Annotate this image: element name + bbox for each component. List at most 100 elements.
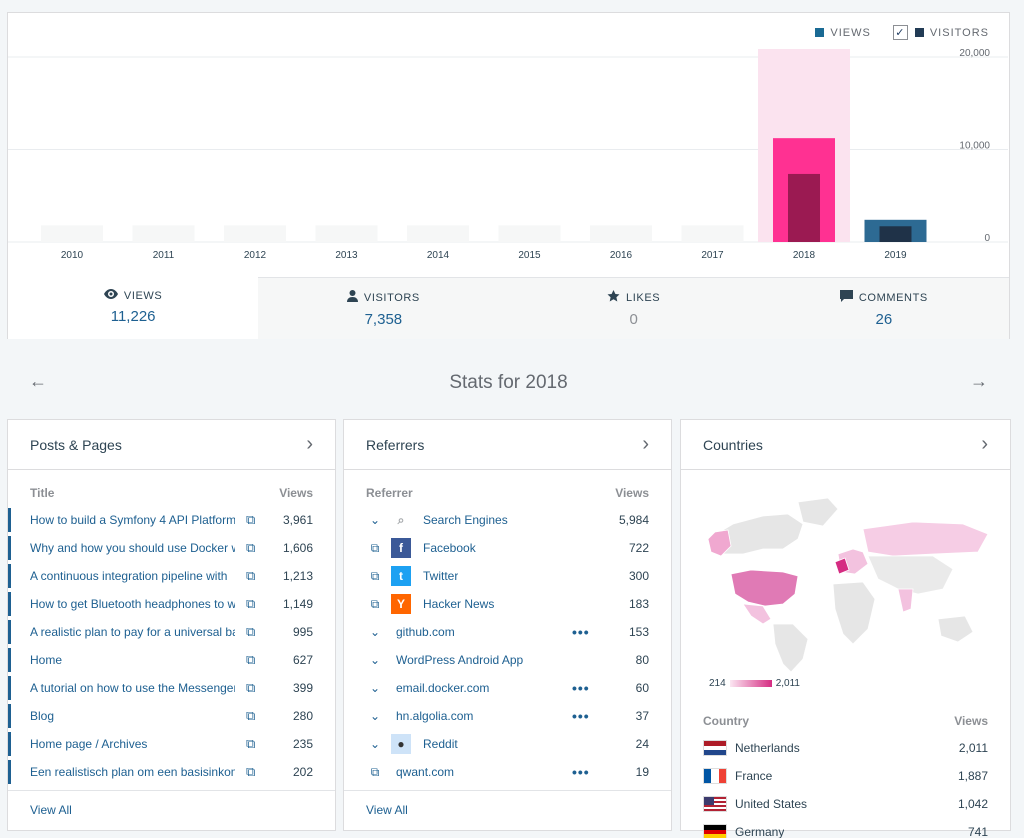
tab-likes[interactable]: LIKES 0 bbox=[508, 277, 759, 339]
post-title-link[interactable]: Blog bbox=[30, 709, 55, 723]
chevron-right-icon[interactable]: › bbox=[642, 433, 649, 455]
post-title-link[interactable]: A continuous integration pipeline with bbox=[30, 569, 228, 583]
table-row[interactable]: Home page / Archives ⧉ 235 bbox=[8, 730, 335, 758]
external-link-icon[interactable]: ⧉ bbox=[370, 568, 380, 583]
row-accent-bar bbox=[8, 676, 11, 700]
posts-pages-header[interactable]: Posts & Pages › bbox=[8, 420, 335, 470]
table-row[interactable]: ⧉ t Twitter 300 bbox=[344, 562, 671, 590]
tab-views[interactable]: VIEWS 11,226 bbox=[8, 277, 259, 339]
table-row[interactable]: A continuous integration pipeline with ⧉ 1… bbox=[8, 562, 335, 590]
countries-header[interactable]: Countries › bbox=[681, 420, 1010, 470]
table-row[interactable]: ⌄ hn.algolia.com ••• 37 bbox=[344, 702, 671, 730]
chevron-down-icon[interactable]: ⌄ bbox=[369, 625, 381, 639]
referrer-name[interactable]: email.docker.com bbox=[396, 681, 490, 695]
x-tick-label: 2018 bbox=[793, 250, 816, 261]
table-row[interactable]: ⌄ github.com ••• 153 bbox=[344, 618, 671, 646]
bar-visitors-2019 bbox=[879, 226, 912, 242]
table-row[interactable]: A tutorial on how to use the Messenger ⧉ 3… bbox=[8, 674, 335, 702]
tab-visitors[interactable]: VISITORS 7,358 bbox=[258, 277, 509, 339]
map-mexico bbox=[742, 603, 772, 625]
facebook-icon: f bbox=[391, 538, 411, 558]
referrer-name[interactable]: Twitter bbox=[423, 569, 459, 583]
external-link-icon[interactable]: ⧉ bbox=[246, 512, 256, 527]
posts-view-all-link[interactable]: View All bbox=[8, 790, 335, 830]
chevron-down-icon[interactable]: ⌄ bbox=[369, 653, 381, 667]
external-link-icon[interactable]: ⧉ bbox=[246, 680, 256, 695]
table-row[interactable]: A realistic plan to pay for a universal … bbox=[8, 618, 335, 646]
post-title-link[interactable]: How to get Bluetooth headphones to w bbox=[30, 597, 235, 611]
more-actions-icon[interactable]: ••• bbox=[572, 680, 590, 696]
post-title-link[interactable]: Home page / Archives bbox=[30, 737, 148, 751]
table-row[interactable]: ⌄ ● Reddit 24 bbox=[344, 730, 671, 758]
external-link-icon[interactable]: ⧉ bbox=[370, 596, 380, 611]
post-title-link[interactable]: Home bbox=[30, 653, 63, 667]
table-row[interactable]: ⧉ Y Hacker News 183 bbox=[344, 590, 671, 618]
row-accent-bar bbox=[8, 508, 11, 532]
post-title-link[interactable]: A tutorial on how to use the Messenger bbox=[30, 681, 235, 695]
table-row[interactable]: Een realistisch plan om een basisinkom ⧉ 2… bbox=[8, 758, 335, 786]
more-actions-icon[interactable]: ••• bbox=[572, 624, 590, 640]
post-views: 1,606 bbox=[282, 541, 313, 555]
chevron-down-icon[interactable]: ⌄ bbox=[369, 513, 381, 527]
bar-views-2014 bbox=[407, 225, 469, 242]
post-title-link[interactable]: Why and how you should use Docker wi bbox=[30, 541, 235, 555]
external-link-icon[interactable]: ⧉ bbox=[370, 540, 380, 555]
external-link-icon[interactable]: ⧉ bbox=[246, 568, 256, 583]
external-link-icon[interactable]: ⧉ bbox=[246, 652, 256, 667]
referrer-name[interactable]: Search Engines bbox=[423, 513, 508, 527]
table-row[interactable]: How to build a Symfony 4 API Platform ⧉ 3,… bbox=[8, 506, 335, 534]
chevron-right-icon[interactable]: › bbox=[981, 433, 988, 455]
referrer-name[interactable]: hn.algolia.com bbox=[396, 709, 474, 723]
chevron-right-icon[interactable]: › bbox=[306, 433, 313, 455]
more-actions-icon[interactable]: ••• bbox=[572, 708, 590, 724]
chevron-down-icon[interactable]: ⌄ bbox=[369, 681, 381, 695]
table-row[interactable]: How to get Bluetooth headphones to w ⧉ 1,1… bbox=[8, 590, 335, 618]
referrer-name[interactable]: github.com bbox=[396, 625, 455, 639]
table-row[interactable]: France 1,887 bbox=[681, 762, 1010, 790]
referrer-name[interactable]: Hacker News bbox=[423, 597, 495, 611]
referrers-view-all-link[interactable]: View All bbox=[344, 790, 671, 830]
chevron-down-icon[interactable]: ⌄ bbox=[369, 709, 381, 723]
referrers-header[interactable]: Referrers › bbox=[344, 420, 671, 470]
external-link-icon[interactable]: ⧉ bbox=[246, 596, 256, 611]
tab-comments[interactable]: COMMENTS 26 bbox=[758, 277, 1009, 339]
chevron-down-icon[interactable]: ⌄ bbox=[369, 737, 381, 751]
previous-period-arrow-icon[interactable]: ← bbox=[29, 371, 47, 391]
table-row[interactable]: United States 1,042 bbox=[681, 790, 1010, 818]
bar-views-2010 bbox=[41, 225, 103, 242]
posts-col-views: Views bbox=[279, 486, 313, 500]
external-link-icon[interactable]: ⧉ bbox=[246, 708, 256, 723]
post-views: 3,961 bbox=[282, 513, 313, 527]
external-link-icon[interactable]: ⧉ bbox=[246, 540, 256, 555]
table-row[interactable]: Netherlands 2,011 bbox=[681, 734, 1010, 762]
table-row[interactable]: ⧉ f Facebook 722 bbox=[344, 534, 671, 562]
external-link-icon[interactable]: ⧉ bbox=[246, 624, 256, 639]
referrer-name[interactable]: Facebook bbox=[423, 541, 476, 555]
more-actions-icon[interactable]: ••• bbox=[572, 764, 590, 780]
country-views: 2,011 bbox=[958, 741, 988, 755]
table-row[interactable]: ⌄ WordPress Android App 80 bbox=[344, 646, 671, 674]
external-link-icon[interactable]: ⧉ bbox=[246, 764, 256, 779]
bar-views-2011 bbox=[132, 225, 195, 242]
table-row[interactable]: ⌄ email.docker.com ••• 60 bbox=[344, 674, 671, 702]
table-row[interactable]: Germany 741 bbox=[681, 818, 1010, 838]
referrer-name[interactable]: Reddit bbox=[423, 737, 458, 751]
table-row[interactable]: ⌄ ⌕ Search Engines 5,984 bbox=[344, 506, 671, 534]
post-views: 202 bbox=[292, 765, 313, 779]
referrer-name[interactable]: qwant.com bbox=[396, 765, 455, 779]
post-title-link[interactable]: How to build a Symfony 4 API Platform bbox=[30, 513, 235, 527]
referrer-name[interactable]: WordPress Android App bbox=[396, 653, 524, 667]
table-row[interactable]: ⧉ qwant.com ••• 19 bbox=[344, 758, 671, 786]
visitors-checkbox[interactable]: ✓ bbox=[892, 25, 908, 40]
next-period-arrow-icon[interactable]: → bbox=[970, 371, 988, 391]
external-link-icon[interactable]: ⧉ bbox=[370, 764, 380, 779]
table-row[interactable]: Why and how you should use Docker wi ⧉ 1,6… bbox=[8, 534, 335, 562]
table-row[interactable]: Blog ⧉ 280 bbox=[8, 702, 335, 730]
external-link-icon[interactable]: ⧉ bbox=[246, 736, 256, 751]
table-row[interactable]: Home ⧉ 627 bbox=[8, 646, 335, 674]
post-title-link[interactable]: A realistic plan to pay for a universal … bbox=[30, 625, 235, 639]
countries-column-headers: Country Views bbox=[681, 698, 1010, 734]
legend-visitors-label: VISITORS bbox=[929, 26, 989, 39]
post-title-link[interactable]: Een realistisch plan om een basisinkom bbox=[30, 765, 235, 779]
legend-visitors[interactable]: ✓ VISITORS bbox=[892, 25, 989, 40]
